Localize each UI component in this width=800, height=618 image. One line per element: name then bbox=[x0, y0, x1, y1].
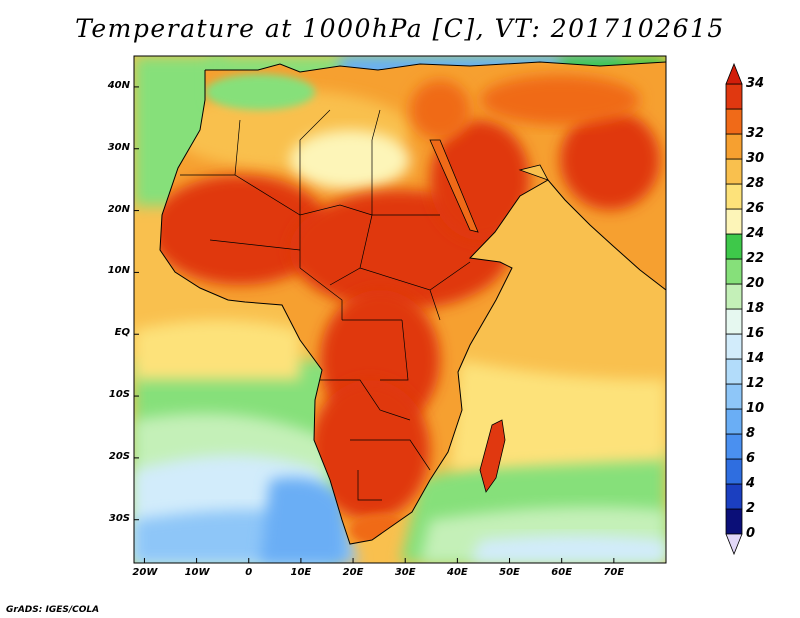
lon-tick-label: 40E bbox=[446, 567, 468, 578]
coastline bbox=[159, 61, 666, 545]
colorbar-swatch bbox=[725, 358, 743, 385]
lat-tick-label: EQ bbox=[114, 327, 130, 339]
colorbar-swatch bbox=[725, 208, 743, 235]
colorbar-swatch bbox=[725, 183, 743, 210]
lon-tick-label: 20W bbox=[132, 567, 158, 578]
colorbar-label: 14 bbox=[746, 351, 765, 366]
colorbar-label: 6 bbox=[746, 451, 756, 466]
lat-tick-label: 40N bbox=[107, 79, 130, 91]
colorbar-label: 30 bbox=[746, 151, 765, 166]
colorbar-swatch bbox=[725, 83, 743, 110]
colorbar-swatch bbox=[725, 383, 743, 410]
colorbar-label: 0 bbox=[746, 526, 756, 541]
colorbar-swatch bbox=[725, 233, 743, 260]
colorbar-swatch bbox=[725, 458, 743, 485]
lat-tick-label: 10N bbox=[107, 265, 130, 277]
colorbar-label: 18 bbox=[746, 301, 765, 316]
colorbar-swatch bbox=[725, 258, 743, 285]
colorbar-swatch bbox=[725, 408, 743, 435]
colorbar-label: 8 bbox=[746, 426, 756, 441]
lon-tick-label: 10E bbox=[290, 567, 312, 578]
colorbar-label: 22 bbox=[746, 251, 765, 266]
colorbar-swatch bbox=[725, 333, 743, 360]
lat-tick-label: 20N bbox=[107, 203, 130, 215]
axis-ticks bbox=[134, 86, 615, 563]
colorbar-swatch bbox=[725, 133, 743, 160]
lon-tick-label: 50E bbox=[499, 567, 520, 578]
lat-tick-label: 10S bbox=[108, 389, 130, 401]
colorbar-swatch bbox=[725, 508, 743, 535]
lat-tick-label: 30S bbox=[108, 512, 130, 524]
colorbar-label: 20 bbox=[746, 276, 765, 291]
grads-credit: GrADS: IGES/COLA bbox=[6, 605, 100, 615]
colorbar-swatch bbox=[725, 158, 743, 185]
colorbar-bottom-arrow bbox=[725, 533, 743, 556]
lon-tick-label: 20E bbox=[342, 567, 364, 578]
colorbar-label: 2 bbox=[746, 501, 756, 516]
lat-tick-label: 30N bbox=[107, 141, 130, 153]
colorbar-top-arrow bbox=[725, 62, 743, 85]
colorbar bbox=[725, 62, 743, 556]
colorbar-label: 28 bbox=[746, 176, 765, 191]
country-borders bbox=[180, 109, 471, 501]
colorbar-label: 12 bbox=[746, 376, 765, 391]
colorbar-label: 32 bbox=[746, 126, 765, 141]
map-title: Temperature at 1000hPa [C], VT: 20171026… bbox=[75, 14, 725, 43]
colorbar-swatch bbox=[725, 308, 743, 335]
colorbar-label: 34 bbox=[746, 76, 765, 91]
colorbar-label: 24 bbox=[746, 226, 765, 241]
lon-tick-label: 30E bbox=[394, 567, 416, 578]
colorbar-swatch bbox=[725, 283, 743, 310]
colorbar-label: 16 bbox=[746, 326, 765, 341]
colorbar-swatch bbox=[725, 108, 743, 135]
colorbar-label: 4 bbox=[746, 476, 756, 491]
lon-tick-label: 60E bbox=[551, 567, 573, 578]
temperature-field bbox=[134, 56, 666, 563]
colorbar-label: 10 bbox=[746, 401, 765, 416]
colorbar-swatch bbox=[725, 483, 743, 510]
colorbar-label: 26 bbox=[746, 201, 765, 216]
lat-tick-label: 20S bbox=[108, 450, 130, 462]
lon-tick-label: 0 bbox=[245, 567, 253, 578]
map-frame bbox=[133, 55, 667, 564]
lon-tick-label: 10W bbox=[184, 567, 210, 578]
colorbar-swatch bbox=[725, 433, 743, 460]
lon-tick-label: 70E bbox=[603, 567, 625, 578]
